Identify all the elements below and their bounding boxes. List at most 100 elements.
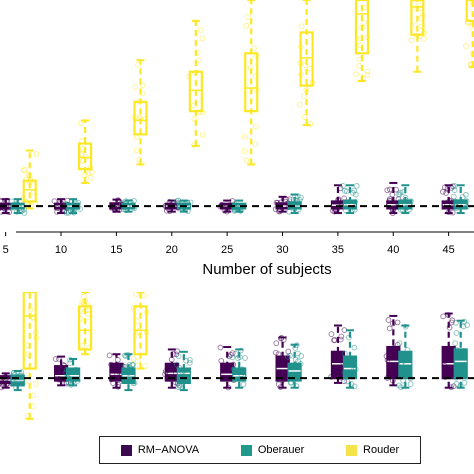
point-rm-anova-n46	[443, 190, 450, 196]
point-oberauer-n11	[71, 209, 77, 216]
point-rouder-n46	[472, 52, 474, 58]
point-rouder-n36	[359, 24, 365, 31]
point-oberauer-n41	[395, 382, 402, 389]
point-rm-anova-n26	[225, 384, 232, 391]
point-oberauer-n21	[186, 360, 193, 366]
point-oberauer-n6	[19, 380, 26, 386]
point-rm-anova-n11	[60, 362, 67, 368]
point-oberauer-n31	[298, 353, 305, 359]
point-oberauer-n11	[77, 206, 83, 212]
point-rouder-n21	[199, 131, 206, 138]
point-rouder-n41	[418, 15, 425, 21]
point-rm-anova-n31	[280, 337, 287, 343]
point-rm-anova-n41	[389, 191, 396, 198]
point-oberauer-n41	[404, 204, 410, 211]
point-oberauer-n46	[459, 194, 466, 200]
point-oberauer-n11	[64, 366, 70, 373]
point-oberauer-n16	[123, 353, 129, 359]
point-rouder-n6	[32, 201, 38, 207]
point-rm-anova-n6	[3, 197, 10, 204]
legend-label-rm-anova: RM−ANOVA	[137, 444, 200, 456]
point-rouder-n46	[470, 0, 474, 6]
point-oberauer-n36	[342, 350, 348, 357]
point-oberauer-n46	[450, 193, 457, 200]
point-rm-anova-n16	[112, 207, 118, 214]
point-rouder-n16	[133, 147, 140, 154]
point-rm-anova-n26	[221, 207, 228, 214]
x-tick-label-35: 35	[332, 244, 344, 256]
point-rouder-n16	[142, 363, 148, 369]
point-rouder-n36	[364, 34, 371, 41]
point-oberauer-n6	[15, 379, 22, 386]
point-oberauer-n6	[11, 370, 17, 376]
point-rm-anova-n21	[166, 198, 173, 205]
point-rouder-n6	[30, 392, 37, 399]
point-oberauer-n46	[457, 383, 464, 389]
point-rm-anova-n46	[442, 346, 449, 353]
point-oberauer-n46	[451, 187, 458, 193]
point-oberauer-n6	[17, 206, 24, 213]
point-oberauer-n36	[349, 207, 355, 214]
point-rm-anova-n11	[54, 367, 61, 374]
point-rouder-n11	[78, 150, 85, 157]
point-rouder-n21	[190, 102, 197, 109]
point-rm-anova-n31	[277, 335, 284, 342]
point-rm-anova-n21	[162, 202, 169, 209]
point-rouder-n6	[26, 173, 33, 179]
point-rouder-n21	[191, 116, 198, 122]
point-oberauer-n11	[75, 199, 82, 206]
point-oberauer-n6	[13, 384, 19, 391]
point-rm-anova-n6	[0, 204, 3, 211]
point-oberauer-n36	[351, 187, 358, 194]
point-rm-anova-n46	[448, 319, 455, 326]
point-rm-anova-n46	[449, 209, 456, 216]
x-tick-label-45: 45	[443, 244, 455, 256]
point-oberauer-n36	[344, 188, 350, 195]
point-rouder-n26	[252, 141, 259, 147]
point-oberauer-n21	[176, 365, 183, 371]
point-rouder-n16	[136, 98, 142, 105]
x-tick-label-20: 20	[166, 244, 178, 256]
point-rm-anova-n46	[442, 374, 448, 380]
x-tick-label-30: 30	[276, 244, 288, 256]
point-oberauer-n46	[453, 346, 460, 353]
point-rouder-n41	[421, 29, 428, 36]
point-rm-anova-n36	[328, 374, 335, 380]
box-rouder-n16	[133, 100, 148, 136]
point-rouder-n6	[24, 412, 31, 419]
point-rouder-n6	[33, 151, 40, 157]
point-rm-anova-n41	[389, 210, 396, 216]
legend-key-oberauer	[240, 444, 252, 456]
point-rouder-n11	[86, 170, 92, 177]
point-oberauer-n41	[402, 197, 409, 203]
point-rm-anova-n41	[384, 187, 391, 194]
point-oberauer-n31	[293, 383, 300, 390]
point-oberauer-n26	[238, 347, 244, 354]
point-rouder-n6	[27, 306, 34, 313]
box-rouder-n46	[465, 0, 474, 22]
point-oberauer-n46	[463, 198, 470, 204]
point-oberauer-n11	[64, 201, 71, 208]
point-rouder-n11	[77, 308, 83, 315]
point-rm-anova-n26	[218, 201, 225, 208]
point-oberauer-n11	[65, 379, 72, 386]
point-oberauer-n6	[18, 369, 25, 376]
point-oberauer-n26	[237, 354, 243, 360]
point-rouder-n31	[297, 44, 304, 50]
point-oberauer-n31	[295, 206, 302, 213]
point-rouder-n16	[135, 62, 141, 68]
point-rouder-n36	[361, 4, 368, 11]
point-oberauer-n41	[407, 381, 414, 387]
point-rouder-n26	[245, 14, 251, 20]
point-oberauer-n31	[292, 356, 299, 363]
point-rouder-n11	[81, 300, 87, 306]
x-tick-label-40: 40	[387, 244, 399, 256]
point-rouder-n16	[134, 318, 140, 324]
point-rouder-n26	[247, 64, 254, 71]
point-rm-anova-n31	[281, 372, 287, 378]
point-rouder-n31	[309, 79, 316, 86]
point-rm-anova-n31	[284, 357, 291, 364]
legend: RM−ANOVA Oberauer Rouder	[99, 436, 421, 464]
point-rouder-n11	[79, 342, 86, 349]
point-rouder-n26	[243, 157, 250, 164]
